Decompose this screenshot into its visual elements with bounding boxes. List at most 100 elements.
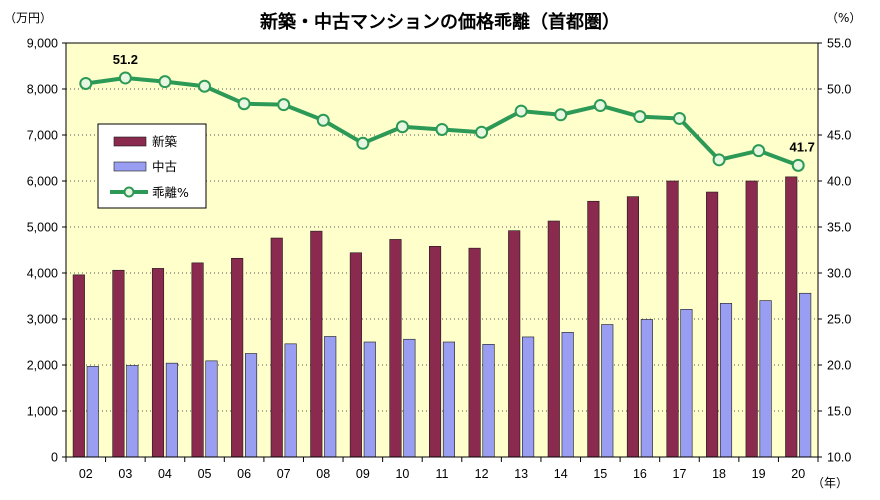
bar-used-08 [324,336,337,458]
left-tick-label: 4,000 [27,267,58,281]
x-tick-label-08: 08 [316,467,330,481]
gap-point-11 [435,122,449,136]
data-label-max: 51.2 [113,52,138,67]
bar-used-04 [165,362,178,458]
legend-marker-gap [123,186,135,198]
gap-point-15 [593,99,607,113]
bar-new-09 [349,252,362,458]
bar-series [72,176,812,458]
bar-used-03 [126,365,139,458]
chart-title: 新築・中古マンションの価格乖離（首都圏） [260,11,620,33]
left-tick-label: 7,000 [27,129,58,143]
legend-swatch-used [113,161,147,172]
x-tick-label-04: 04 [158,467,172,481]
x-tick-label-20: 20 [791,467,805,481]
right-tick-label: 45.0 [827,129,851,143]
x-tick-label-18: 18 [712,467,726,481]
gap-point-07 [277,98,291,112]
bar-used-14 [561,332,574,458]
left-tick-label: 2,000 [27,359,58,373]
bar-used-16 [640,319,653,458]
right-axis-unit: （%） [826,11,861,25]
x-tick-label-09: 09 [356,467,370,481]
bar-new-19 [745,180,758,458]
x-axis-unit: （年） [812,476,848,490]
legend-label-used: 中古 [152,159,177,174]
gap-point-19 [752,144,766,158]
gap-point-09 [356,136,370,150]
x-tick-label-15: 15 [593,467,607,481]
right-tick-label: 15.0 [827,405,851,419]
bar-new-07 [270,237,283,458]
bar-used-10 [403,338,416,458]
gap-point-04 [158,75,172,89]
left-tick-label: 5,000 [27,221,58,235]
right-tick-label: 50.0 [827,83,851,97]
bar-new-12 [468,247,481,458]
bar-new-20 [785,176,798,458]
bar-new-14 [547,220,560,458]
bar-new-11 [428,246,442,458]
left-tick-label: 8,000 [27,83,58,97]
bar-new-13 [508,230,521,458]
legend-label-new: 新築 [152,134,178,149]
legend-swatch-new [113,136,147,147]
gap-point-08 [316,113,330,127]
axes [62,42,822,462]
bar-new-02 [72,274,85,458]
bar-new-03 [112,269,125,458]
bar-used-05 [205,360,218,458]
gap-point-16 [633,110,647,124]
bar-new-15 [587,200,600,458]
x-tick-label-12: 12 [475,467,489,481]
bar-used-07 [284,343,297,458]
x-tick-label-13: 13 [514,467,528,481]
gap-point-20 [791,158,805,172]
gap-point-13 [514,104,528,118]
bar-used-02 [86,366,99,458]
right-tick-label: 30.0 [827,267,851,281]
bar-new-05 [191,262,204,458]
x-tick-label-11: 11 [436,467,449,481]
left-tick-label: 9,000 [27,37,58,51]
legend-label-gap: 乖離% [152,185,189,200]
right-tick-label: 55.0 [827,37,851,51]
gap-point-10 [395,120,409,134]
bar-used-12 [482,343,495,458]
tick-labels: 0 1,000 2,000 3,000 4,000 5,000 6,000 7,000 8,00… [27,37,852,482]
left-tick-label: 6,000 [27,175,58,189]
bar-used-11 [442,341,456,458]
gap-point-12 [475,125,489,139]
left-tick-label: 1,000 [27,405,58,419]
bar-new-10 [389,239,402,458]
bar-new-18 [706,191,719,458]
bar-used-09 [363,341,376,458]
bar-used-17 [680,309,693,458]
gap-point-18 [712,153,726,167]
bar-new-17 [666,180,679,458]
x-tick-label-07: 07 [277,467,291,481]
bar-used-20 [799,292,812,458]
gap-point-02 [79,76,93,90]
bar-new-16 [626,196,639,458]
gap-point-17 [672,111,686,125]
bar-used-19 [759,300,772,458]
left-axis-unit: （万円） [4,11,52,25]
bar-used-06 [245,353,258,458]
data-label-last: 41.7 [790,139,815,154]
left-tick-label: 3,000 [27,313,58,327]
x-tick-label-03: 03 [118,467,132,481]
x-tick-label-14: 14 [554,467,568,481]
right-tick-label: 10.0 [827,451,851,465]
line-series [79,71,805,172]
x-tick-label-05: 05 [198,467,212,481]
bar-used-13 [522,336,535,458]
right-tick-label: 35.0 [827,221,851,235]
gap-point-03 [118,71,132,85]
bar-new-08 [310,230,323,458]
x-tick-label-17: 17 [673,467,687,481]
bar-new-04 [151,268,165,458]
bar-used-15 [601,324,614,458]
